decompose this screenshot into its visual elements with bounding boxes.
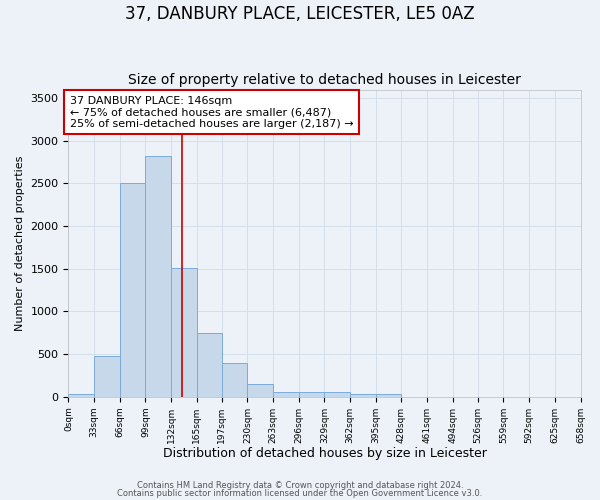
Bar bbox=[299, 392, 325, 396]
Bar bbox=[273, 392, 299, 396]
Bar bbox=[222, 364, 247, 396]
Bar bbox=[247, 384, 273, 396]
Bar bbox=[376, 394, 401, 396]
Bar bbox=[145, 156, 171, 396]
X-axis label: Distribution of detached houses by size in Leicester: Distribution of detached houses by size … bbox=[163, 447, 487, 460]
Text: Contains public sector information licensed under the Open Government Licence v3: Contains public sector information licen… bbox=[118, 489, 482, 498]
Bar bbox=[197, 332, 222, 396]
Bar bbox=[94, 356, 120, 397]
Bar bbox=[171, 268, 197, 396]
Y-axis label: Number of detached properties: Number of detached properties bbox=[15, 156, 25, 331]
Text: 37 DANBURY PLACE: 146sqm
← 75% of detached houses are smaller (6,487)
25% of sem: 37 DANBURY PLACE: 146sqm ← 75% of detach… bbox=[70, 96, 353, 128]
Bar bbox=[120, 184, 145, 396]
Title: Size of property relative to detached houses in Leicester: Size of property relative to detached ho… bbox=[128, 73, 521, 87]
Bar bbox=[68, 394, 94, 396]
Text: 37, DANBURY PLACE, LEICESTER, LE5 0AZ: 37, DANBURY PLACE, LEICESTER, LE5 0AZ bbox=[125, 5, 475, 23]
Text: Contains HM Land Registry data © Crown copyright and database right 2024.: Contains HM Land Registry data © Crown c… bbox=[137, 480, 463, 490]
Bar bbox=[325, 392, 350, 396]
Bar bbox=[350, 394, 376, 396]
